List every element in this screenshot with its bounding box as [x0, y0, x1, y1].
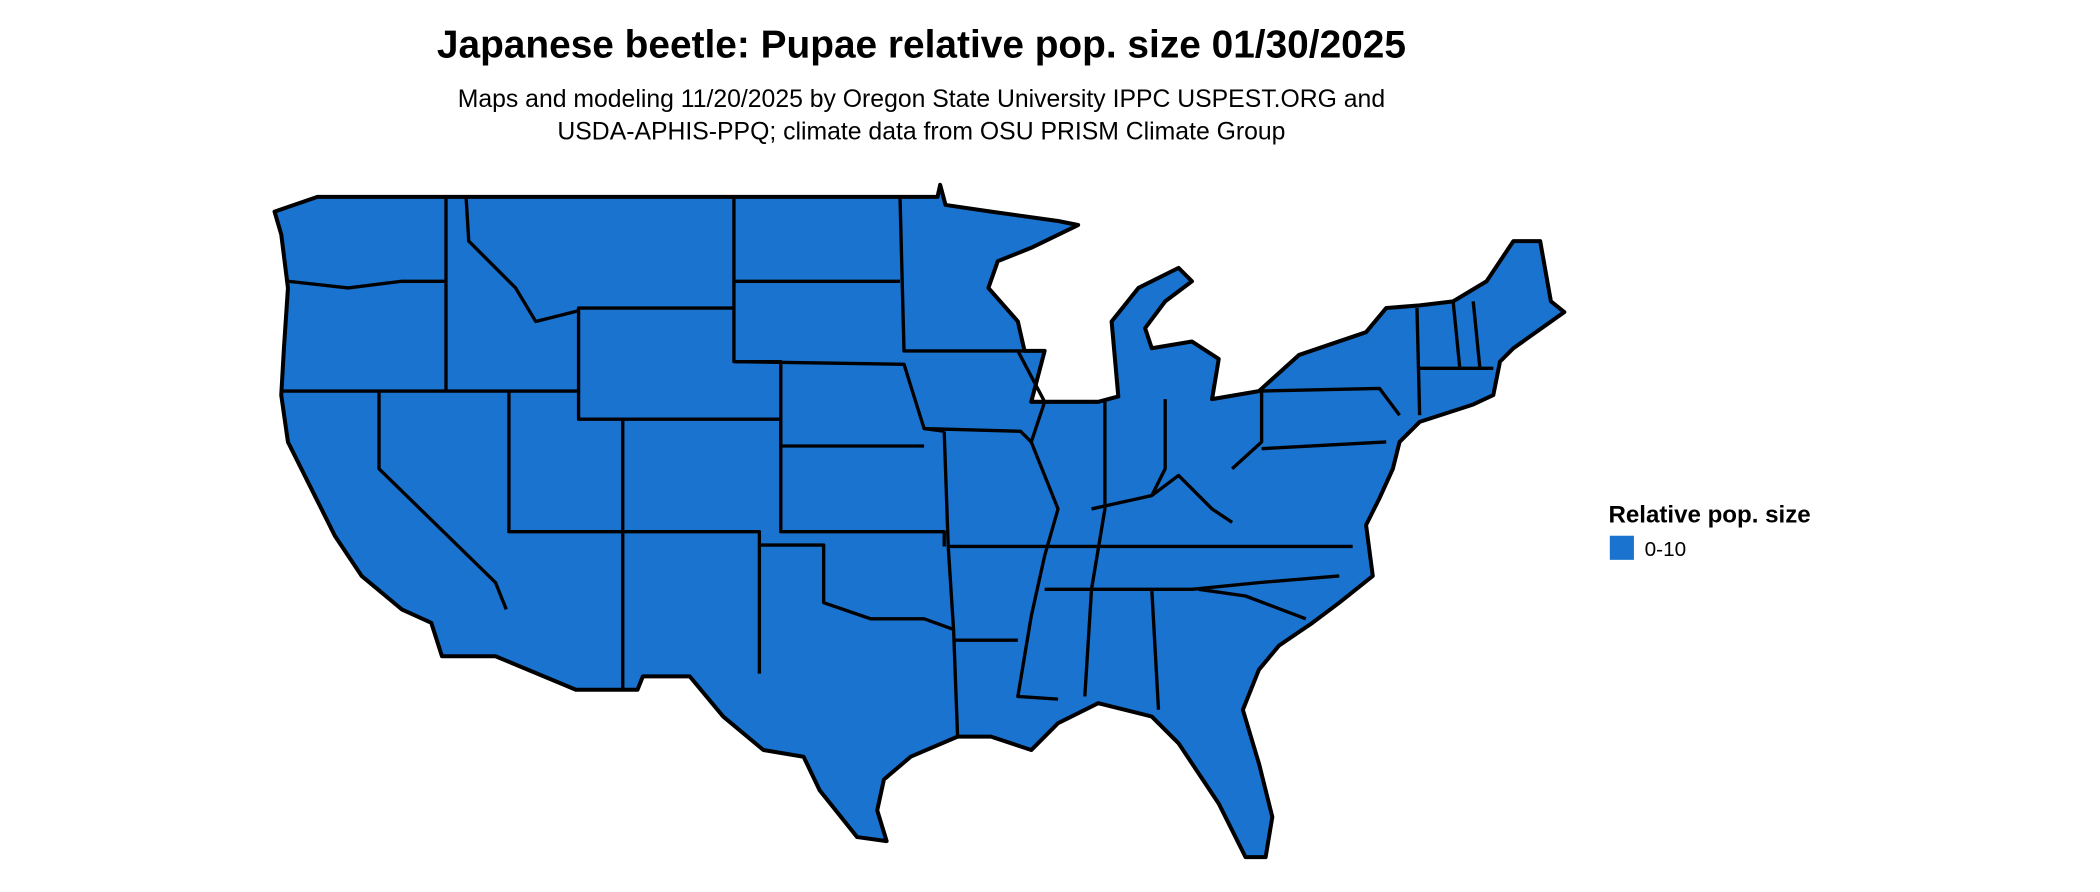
legend-title: Relative pop. size	[1608, 501, 1810, 528]
subtitle-line-2: USDA-APHIS-PPQ; climate data from OSU PR…	[557, 118, 1285, 145]
us-outline	[272, 182, 1567, 860]
legend-swatch	[1609, 535, 1634, 560]
map-title: Japanese beetle: Pupae relative pop. siz…	[437, 24, 1406, 67]
subtitle-line-1: Maps and modeling 11/20/2025 by Oregon S…	[458, 86, 1385, 113]
legend: Relative pop. size 0-10	[1608, 501, 1810, 560]
legend-label: 0-10	[1645, 538, 1687, 561]
state-borders	[281, 196, 1494, 737]
